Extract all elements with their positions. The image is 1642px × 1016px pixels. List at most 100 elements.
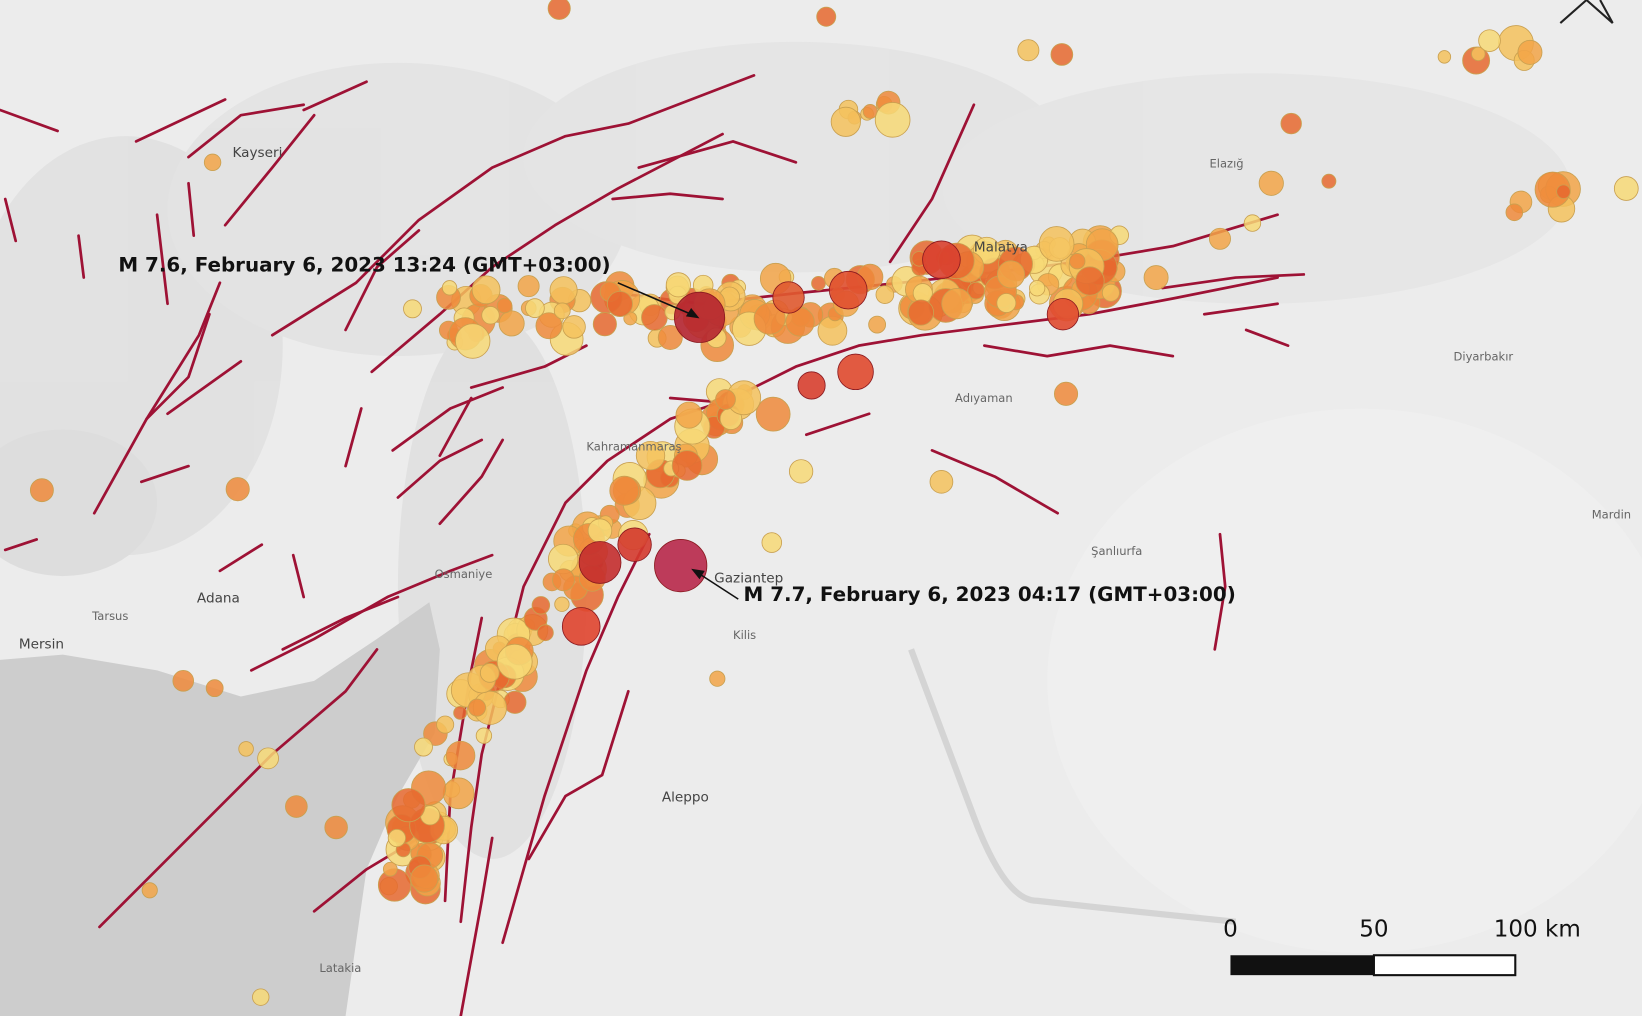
earthquake xyxy=(1556,184,1571,199)
place-label: Mersin xyxy=(19,636,64,652)
earthquake xyxy=(788,459,814,484)
place-label: Latakia xyxy=(319,961,361,975)
earthquake xyxy=(496,297,513,314)
annotation-label: M 7.7, February 6, 2023 04:17 (GMT+03:00… xyxy=(744,583,1236,606)
earthquake xyxy=(481,306,500,325)
earthquake xyxy=(929,469,954,494)
scale-label: 100 km xyxy=(1494,916,1581,942)
earthquake xyxy=(907,299,934,326)
earthquake xyxy=(941,288,973,320)
earthquake xyxy=(1321,173,1337,189)
earthquake xyxy=(1208,227,1231,250)
earthquake xyxy=(1069,253,1086,270)
earthquake xyxy=(205,679,224,698)
earthquake xyxy=(203,153,222,172)
earthquake xyxy=(755,396,791,432)
earthquake xyxy=(1517,39,1543,65)
earthquake xyxy=(1046,298,1080,331)
earthquake xyxy=(654,539,708,593)
place-label: Tarsus xyxy=(91,609,128,623)
earthquake xyxy=(587,518,613,543)
earthquake xyxy=(531,596,551,615)
earthquake xyxy=(1101,283,1120,302)
earthquake xyxy=(553,302,571,320)
earthquake xyxy=(453,705,468,720)
earthquake xyxy=(403,299,422,319)
scale-label: 50 xyxy=(1359,916,1388,942)
place-label: Osmaniye xyxy=(435,567,493,581)
scale-label: 0 xyxy=(1223,916,1238,942)
place-label: Gaziantep xyxy=(714,570,783,586)
earthquake xyxy=(172,670,195,692)
place-label: Aleppo xyxy=(662,789,709,805)
place-label: Malatya xyxy=(974,239,1028,255)
earthquake xyxy=(606,290,633,317)
earthquake xyxy=(761,532,783,553)
earthquake xyxy=(285,795,308,818)
annotation-arrowhead xyxy=(691,568,705,580)
earthquake xyxy=(29,478,54,503)
earthquake xyxy=(414,737,433,757)
earthquake xyxy=(797,371,826,400)
earthquake xyxy=(225,477,250,502)
earthquake xyxy=(1054,381,1079,406)
earthquake xyxy=(673,291,726,343)
annotation-arrow xyxy=(617,282,692,315)
earthquake xyxy=(967,281,985,300)
earthquake xyxy=(617,527,652,562)
earthquake xyxy=(671,450,703,481)
earthquake xyxy=(324,815,348,840)
earthquake xyxy=(547,0,571,20)
earthquake xyxy=(561,607,601,646)
earthquake xyxy=(1505,203,1524,222)
earthquake xyxy=(467,698,487,717)
earthquake xyxy=(1075,266,1105,296)
place-label: Adıyaman xyxy=(955,391,1013,405)
earthquake xyxy=(1050,43,1074,66)
earthquake xyxy=(1478,29,1501,52)
earthquake xyxy=(1280,112,1302,135)
scale-bar: 0 50 100 km xyxy=(1223,916,1581,977)
earthquake xyxy=(675,401,703,429)
north-arrow xyxy=(1559,0,1614,24)
place-label: Kahramanmaraş xyxy=(586,439,681,453)
earthquake xyxy=(1028,280,1046,297)
earthquake xyxy=(525,298,545,318)
earthquakes xyxy=(29,0,1639,1006)
earthquake xyxy=(609,475,640,506)
place-label: Şanlıurfa xyxy=(1091,544,1142,558)
earthquake xyxy=(1143,265,1169,291)
earthquake xyxy=(496,643,533,680)
earthquake xyxy=(479,663,500,683)
earthquake xyxy=(503,690,527,714)
place-label: Diyarbakır xyxy=(1454,349,1514,363)
earthquake xyxy=(517,275,540,298)
earthquake xyxy=(665,272,691,298)
annotations: M 7.6, February 6, 2023 13:24 (GMT+03:00… xyxy=(118,253,1235,606)
earthquake xyxy=(549,276,578,305)
earthquake xyxy=(441,280,458,296)
earthquake xyxy=(996,293,1017,313)
earthquake xyxy=(382,861,398,877)
earthquake xyxy=(875,285,895,304)
earthquake xyxy=(554,596,570,612)
earthquake xyxy=(498,310,525,337)
earthquake xyxy=(922,240,961,280)
earthquake xyxy=(830,106,861,137)
earthquake xyxy=(828,270,868,310)
earthquake xyxy=(475,727,493,744)
earthquake xyxy=(455,323,491,359)
earthquake xyxy=(623,311,638,326)
earthquake xyxy=(141,882,158,899)
earthquake xyxy=(552,568,575,592)
earthquake xyxy=(445,740,476,771)
annotation-arrowhead xyxy=(685,307,700,319)
earthquake xyxy=(868,315,887,334)
place-label: Mardin xyxy=(1592,507,1631,521)
earthquake xyxy=(1471,46,1486,62)
earthquake xyxy=(811,275,826,291)
earthquake xyxy=(252,988,270,1006)
earthquake xyxy=(641,304,668,331)
